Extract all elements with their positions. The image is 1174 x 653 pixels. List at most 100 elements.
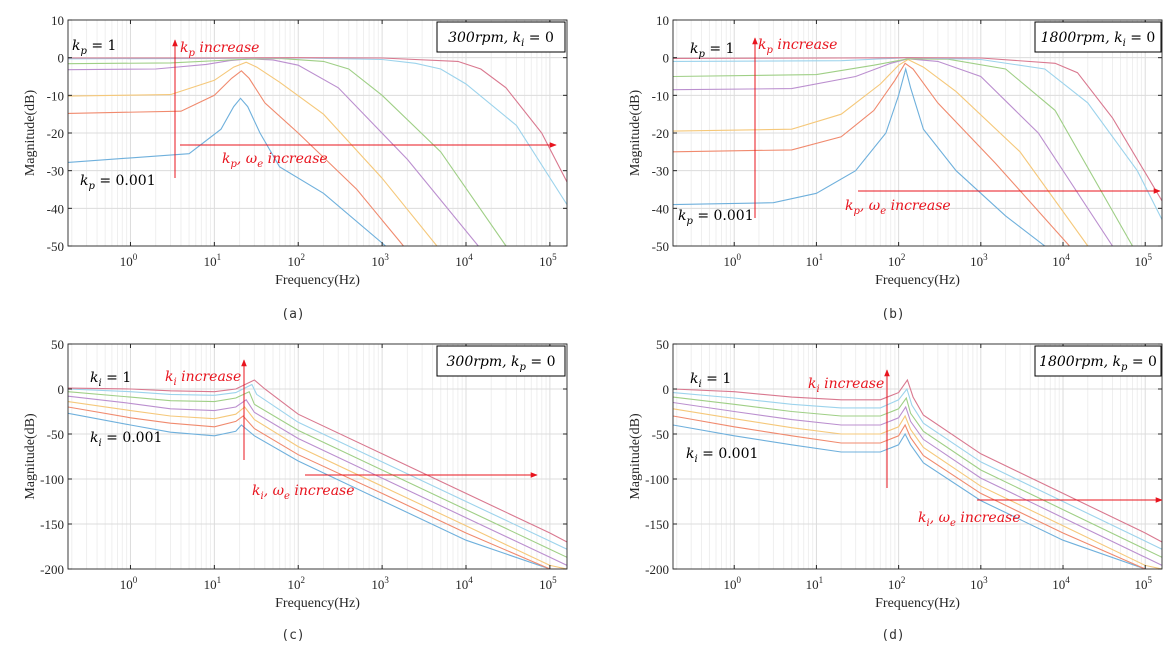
- y-tick-label: -200: [645, 562, 669, 577]
- series-line-4: [68, 395, 567, 566]
- y-tick-label: -40: [47, 201, 64, 216]
- series-line-5: [673, 396, 1162, 558]
- panel-caption: (b): [881, 307, 904, 322]
- y-tick-label: -40: [652, 201, 669, 216]
- series-line-6: [68, 383, 567, 550]
- x-tick-label: 104: [455, 575, 473, 592]
- gain-increase-label: kp increase: [180, 40, 259, 59]
- condition-label: 300rpm, kp = 0: [447, 354, 556, 373]
- series-line-7: [673, 378, 1162, 543]
- x-tick-label: 105: [539, 252, 557, 269]
- y-tick-label: -200: [40, 562, 64, 577]
- x-tick-label: 105: [1134, 575, 1152, 592]
- y-tick-label: 0: [58, 51, 65, 66]
- series-line-1: [673, 66, 1046, 246]
- condition-label: 1800rpm, kp = 0: [1039, 354, 1157, 373]
- series-line-7: [673, 57, 1162, 202]
- series-group: [68, 57, 567, 246]
- condition-box: [1034, 345, 1162, 377]
- series-line-3: [673, 58, 1089, 246]
- axes-frame: [672, 343, 1163, 570]
- y-axis-label: Magnitude(dB): [23, 90, 38, 177]
- plot-area: [68, 344, 567, 569]
- x-tick-label: 104: [455, 252, 473, 269]
- y-tick-label: -50: [652, 427, 669, 442]
- x-tick-label: 103: [970, 252, 988, 269]
- x-tick-label: 101: [204, 252, 222, 269]
- x-tick-label: 100: [723, 575, 741, 592]
- y-tick-label: 0: [663, 51, 670, 66]
- x-axis-label: Frequency(Hz): [875, 273, 960, 288]
- gain-label-min: ki = 0.001: [90, 430, 162, 449]
- chart-panel-d: 50 0 -50 -100 -150 -200 100 101 102 103 104 105 Freq…: [628, 337, 1163, 643]
- gain-label-max: kp = 1: [72, 38, 116, 57]
- series-line-3: [673, 408, 1162, 569]
- x-tick-label: 103: [970, 575, 988, 592]
- series-line-7: [68, 379, 567, 543]
- speed-increase-label: ki, ωe increase: [918, 510, 1021, 529]
- x-tick-label: 100: [723, 252, 741, 269]
- series-group: [673, 378, 1162, 569]
- x-tick-label: 102: [888, 575, 906, 592]
- gain-label-min: kp = 0.001: [678, 208, 754, 227]
- y-tick-label: 10: [51, 13, 64, 28]
- x-tick-label: 102: [888, 252, 906, 269]
- series-line-6: [673, 57, 1162, 220]
- gain-label-max: ki = 1: [690, 371, 731, 390]
- y-tick-label: 50: [656, 337, 669, 352]
- x-tick-label: 105: [539, 575, 557, 592]
- y-tick-label: -10: [47, 88, 64, 103]
- series-line-3: [68, 401, 567, 569]
- series-line-5: [68, 57, 507, 246]
- series-line-5: [68, 390, 567, 558]
- y-tick-label: -50: [47, 239, 64, 254]
- y-tick-label: -20: [652, 126, 669, 141]
- speed-increase-label: ki, ωe increase: [252, 483, 355, 502]
- plot-area: [673, 344, 1162, 569]
- condition-box: [1034, 21, 1162, 53]
- y-tick-label: 50: [51, 337, 64, 352]
- series-line-2: [673, 415, 1162, 569]
- condition-label: 1800rpm, ki = 0: [1041, 30, 1156, 49]
- y-tick-label: -30: [652, 164, 669, 179]
- series-line-7: [68, 57, 567, 183]
- y-tick-label: -20: [47, 126, 64, 141]
- series-line-2: [68, 406, 567, 569]
- y-tick-label: -30: [47, 164, 64, 179]
- series-line-5: [673, 58, 1133, 246]
- x-axis-label: Frequency(Hz): [875, 596, 960, 611]
- axes-frame: [67, 343, 568, 570]
- series-group: [68, 379, 567, 569]
- panel-caption: (c): [281, 628, 304, 643]
- y-axis-label: Magnitude(dB): [23, 413, 38, 500]
- x-axis-label: Frequency(Hz): [275, 273, 360, 288]
- condition-label: 300rpm, ki = 0: [448, 30, 554, 49]
- y-tick-label: 0: [58, 382, 65, 397]
- condition-box: [436, 345, 566, 377]
- series-line-1: [68, 412, 551, 569]
- series-group: [673, 57, 1162, 246]
- x-tick-label: 103: [371, 575, 389, 592]
- x-tick-label: 105: [1134, 252, 1152, 269]
- y-tick-label: -50: [47, 427, 64, 442]
- chart-panel-c: 50 0 -50 -100 -150 -200 100 101 102 103 104 105 Freq…: [23, 337, 568, 643]
- x-tick-label: 101: [806, 252, 824, 269]
- x-tick-label: 104: [1052, 252, 1070, 269]
- speed-increase-label: kp, ωe increase: [845, 198, 951, 217]
- panel-caption: (d): [881, 628, 904, 643]
- grid: [673, 343, 1162, 570]
- series-line-3: [68, 61, 438, 246]
- speed-increase-label: kp, ωe increase: [222, 151, 328, 170]
- gain-label-min: ki = 0.001: [686, 446, 758, 465]
- series-line-2: [68, 70, 404, 246]
- y-axis-label: Magnitude(dB): [628, 90, 643, 177]
- y-tick-label: -150: [645, 517, 669, 532]
- gain-increase-label: ki increase: [808, 376, 884, 395]
- condition-box: [436, 21, 566, 53]
- x-tick-label: 101: [806, 575, 824, 592]
- gain-increase-label: kp increase: [758, 37, 837, 56]
- y-tick-label: -100: [645, 472, 669, 487]
